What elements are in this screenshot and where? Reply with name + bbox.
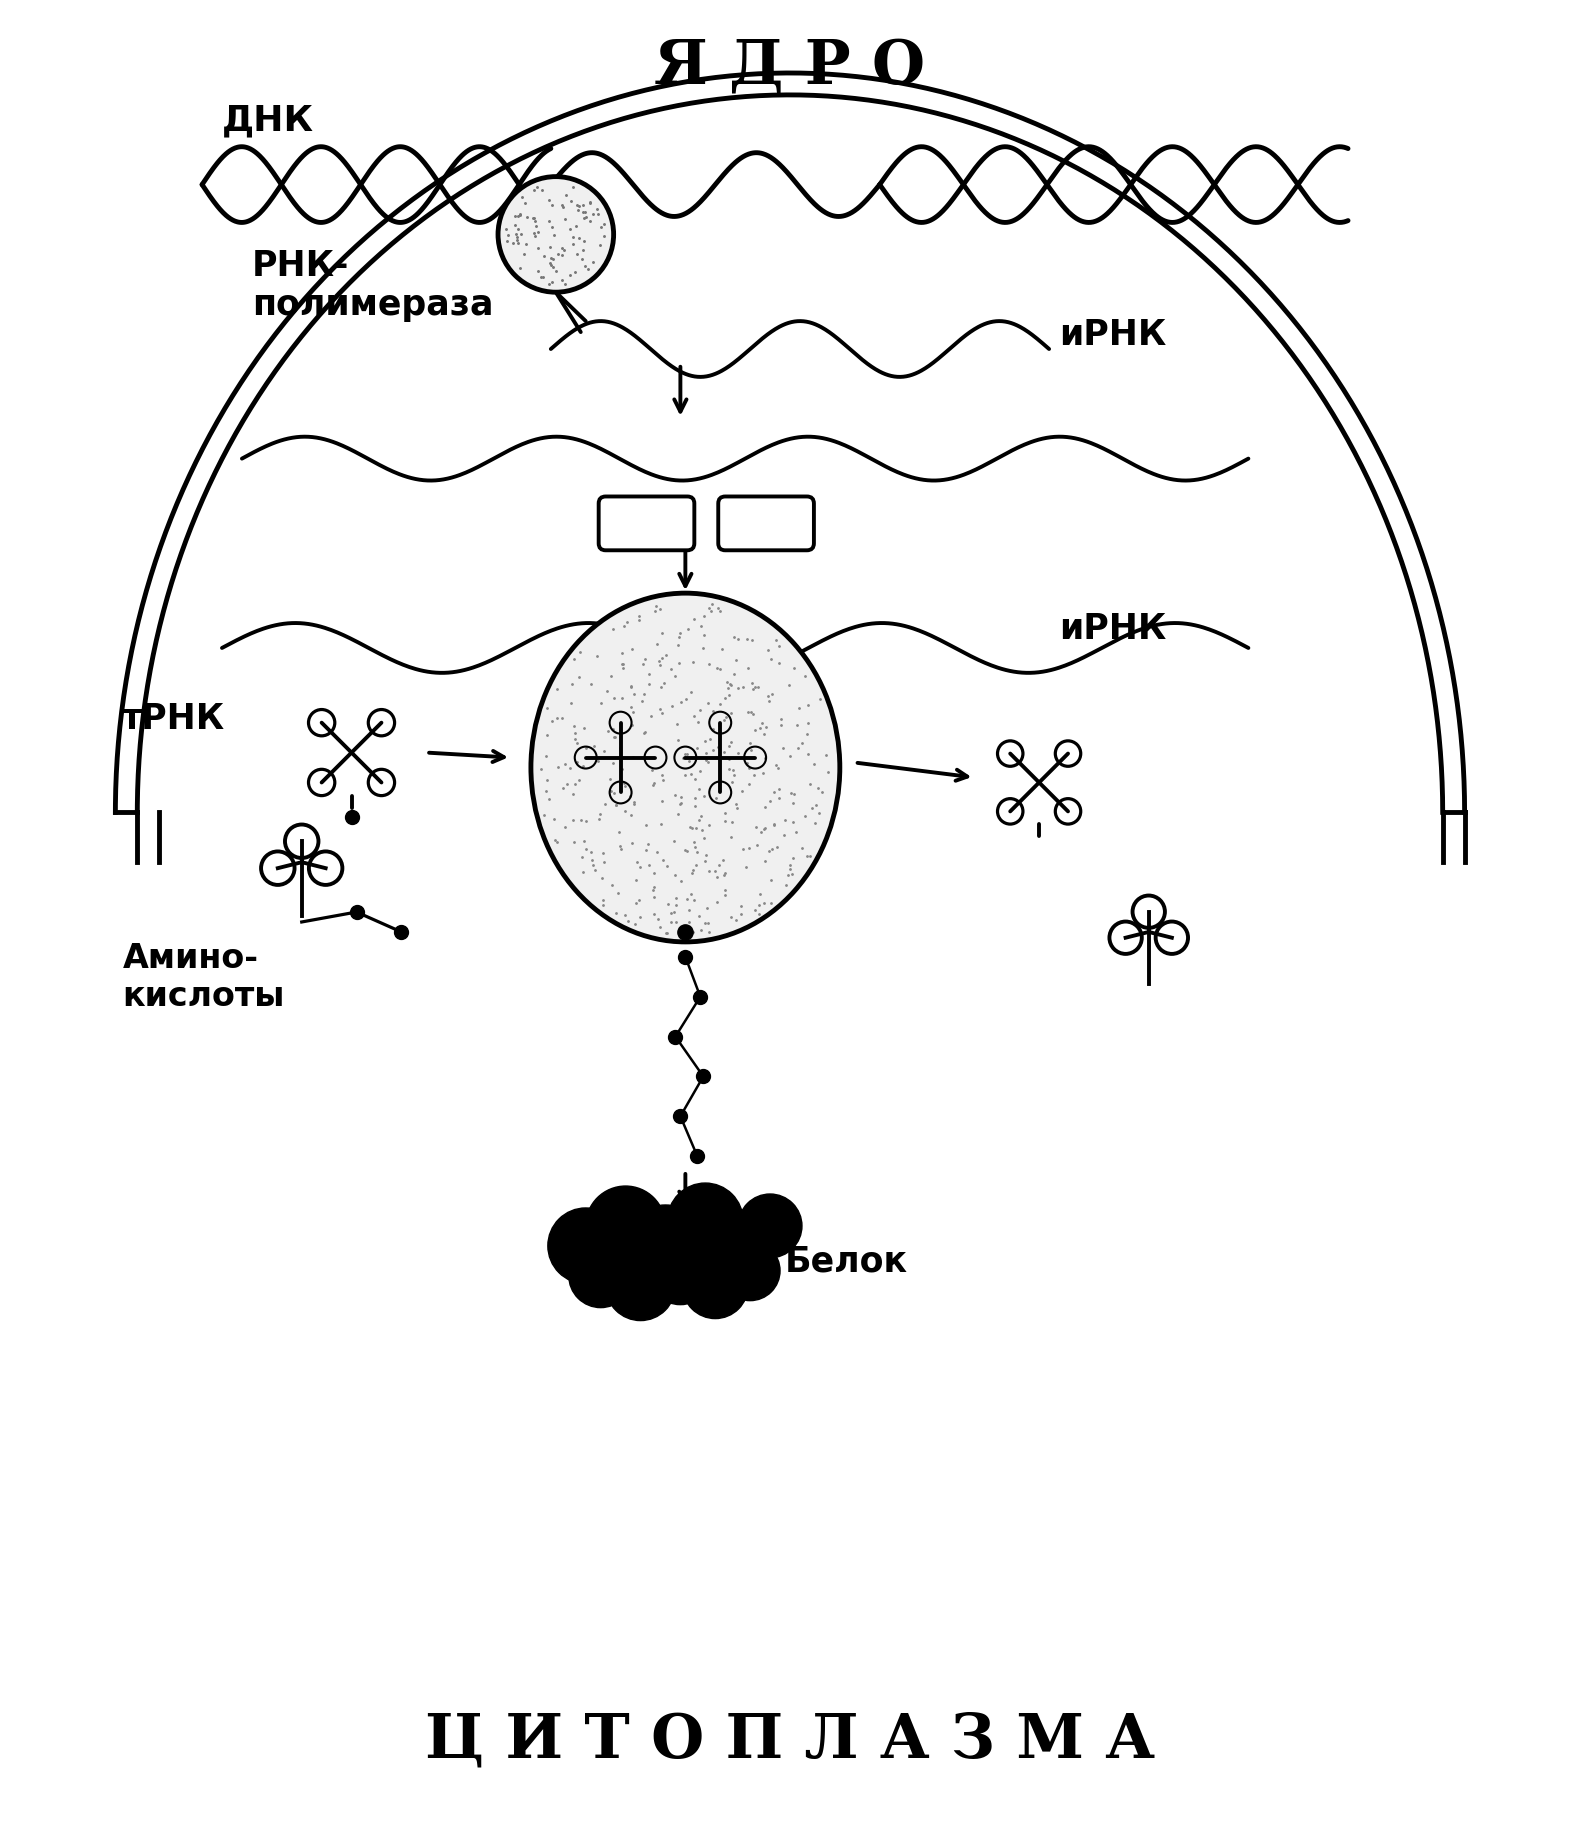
Circle shape bbox=[667, 1183, 743, 1259]
Text: РНК-
полимераза: РНК- полимераза bbox=[251, 249, 493, 322]
Circle shape bbox=[705, 1211, 776, 1281]
Text: тРНК: тРНК bbox=[122, 702, 226, 735]
Text: Белок: Белок bbox=[785, 1244, 908, 1279]
Circle shape bbox=[569, 1244, 632, 1308]
Circle shape bbox=[683, 1253, 749, 1319]
Circle shape bbox=[498, 178, 613, 293]
Circle shape bbox=[720, 1240, 781, 1301]
Circle shape bbox=[548, 1209, 624, 1284]
Circle shape bbox=[605, 1251, 675, 1321]
Text: Ц И Т О П Л А З М А: Ц И Т О П Л А З М А bbox=[425, 1709, 1155, 1770]
FancyBboxPatch shape bbox=[719, 496, 814, 551]
Ellipse shape bbox=[531, 594, 841, 942]
Text: Рибосома: Рибосома bbox=[592, 661, 779, 694]
Text: Я Д Р О: Я Д Р О bbox=[654, 37, 926, 95]
Circle shape bbox=[586, 1187, 665, 1266]
Text: иРНК: иРНК bbox=[1059, 319, 1166, 352]
FancyBboxPatch shape bbox=[599, 496, 694, 551]
Text: иРНК: иРНК bbox=[1059, 612, 1166, 645]
Circle shape bbox=[646, 1237, 714, 1304]
Text: ДНК: ДНК bbox=[223, 104, 314, 137]
Circle shape bbox=[738, 1194, 803, 1259]
Circle shape bbox=[629, 1205, 702, 1277]
Text: Амино-
кислоты: Амино- кислоты bbox=[122, 942, 284, 1013]
